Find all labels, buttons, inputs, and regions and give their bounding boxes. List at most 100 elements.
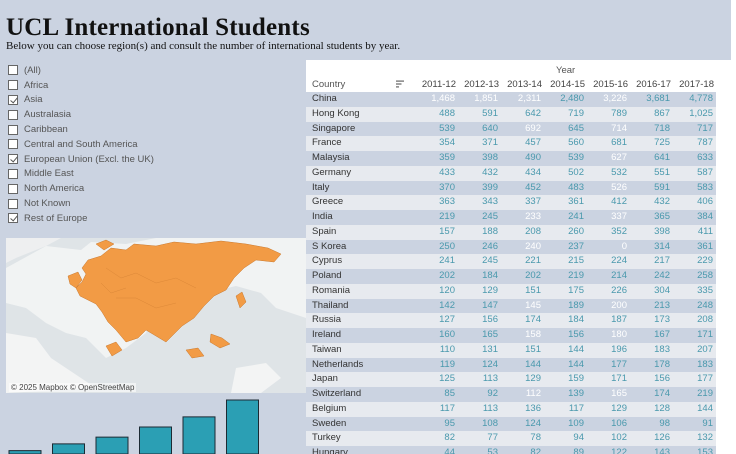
value-cell[interactable]: 645 <box>568 122 584 134</box>
year-bar[interactable] <box>226 399 259 454</box>
value-cell[interactable]: 200 <box>611 299 627 311</box>
value-cell[interactable]: 129 <box>525 373 541 385</box>
value-cell[interactable]: 145 <box>525 299 541 311</box>
year-bar[interactable] <box>8 450 42 454</box>
value-cell[interactable]: 136 <box>525 402 541 414</box>
value-cell[interactable]: 787 <box>697 137 713 149</box>
value-cell[interactable]: 171 <box>697 329 713 340</box>
value-cell[interactable]: 1,468 <box>431 93 455 104</box>
year-column-header[interactable]: 2011-12 <box>421 79 456 90</box>
value-cell[interactable]: 117 <box>439 402 455 414</box>
value-cell[interactable]: 412 <box>611 196 627 208</box>
value-cell[interactable]: 490 <box>525 152 541 163</box>
value-cell[interactable]: 82 <box>444 432 455 444</box>
value-cell[interactable]: 208 <box>697 314 713 326</box>
value-cell[interactable]: 109 <box>568 417 584 429</box>
value-cell[interactable]: 98 <box>659 417 670 429</box>
value-cell[interactable]: 160 <box>439 329 455 340</box>
region-map[interactable]: © 2025 Mapbox © OpenStreetMap <box>6 238 306 393</box>
year-column-header[interactable]: 2015-16 <box>593 79 628 90</box>
value-cell[interactable]: 352 <box>611 225 627 237</box>
value-cell[interactable]: 335 <box>697 284 713 296</box>
value-cell[interactable]: 532 <box>611 166 627 178</box>
value-cell[interactable]: 371 <box>482 137 498 149</box>
value-cell[interactable]: 156 <box>482 314 498 326</box>
value-cell[interactable]: 224 <box>611 255 627 267</box>
value-cell[interactable]: 250 <box>439 240 455 252</box>
region-filter-item[interactable]: (All) <box>8 63 154 78</box>
value-cell[interactable]: 789 <box>611 107 627 119</box>
map-canvas[interactable] <box>6 238 306 393</box>
region-checkbox[interactable] <box>8 168 18 179</box>
value-cell[interactable]: 132 <box>697 432 713 444</box>
value-cell[interactable]: 208 <box>525 225 541 237</box>
value-cell[interactable]: 242 <box>654 270 670 281</box>
value-cell[interactable]: 113 <box>482 373 498 385</box>
value-cell[interactable]: 147 <box>482 299 498 311</box>
value-cell[interactable]: 126 <box>654 432 670 444</box>
region-checkbox[interactable] <box>8 124 18 135</box>
value-cell[interactable]: 692 <box>525 122 541 134</box>
value-cell[interactable]: 85 <box>444 388 455 399</box>
value-cell[interactable]: 245 <box>482 211 498 222</box>
value-cell[interactable]: 159 <box>568 373 584 385</box>
value-cell[interactable]: 361 <box>568 196 584 208</box>
value-cell[interactable]: 241 <box>439 255 455 267</box>
value-cell[interactable]: 217 <box>654 255 670 267</box>
year-column-header[interactable]: 2017-18 <box>679 79 714 90</box>
year-column-header[interactable]: 2016-17 <box>636 79 671 90</box>
value-cell[interactable]: 143 <box>654 447 670 454</box>
region-filter-item[interactable]: Central and South America <box>8 137 154 152</box>
value-cell[interactable]: 110 <box>439 343 455 355</box>
value-cell[interactable]: 2,311 <box>517 93 541 104</box>
value-cell[interactable]: 717 <box>697 122 713 134</box>
value-cell[interactable]: 77 <box>487 432 498 444</box>
value-cell[interactable]: 633 <box>697 152 713 163</box>
value-cell[interactable]: 452 <box>525 181 541 193</box>
value-cell[interactable]: 128 <box>654 402 670 414</box>
value-cell[interactable]: 398 <box>482 152 498 163</box>
value-cell[interactable]: 314 <box>654 240 670 252</box>
value-cell[interactable]: 53 <box>487 447 498 454</box>
value-cell[interactable]: 95 <box>444 417 455 429</box>
value-cell[interactable]: 142 <box>439 299 455 311</box>
value-cell[interactable]: 488 <box>439 107 455 119</box>
value-cell[interactable]: 177 <box>697 373 713 385</box>
region-filter-item[interactable]: Asia <box>8 93 154 108</box>
year-bar[interactable] <box>139 426 172 454</box>
value-cell[interactable]: 113 <box>482 402 498 414</box>
value-cell[interactable]: 124 <box>525 417 541 429</box>
value-cell[interactable]: 44 <box>444 447 455 454</box>
value-cell[interactable]: 174 <box>654 388 670 399</box>
sort-icon[interactable] <box>395 79 405 89</box>
region-checkbox[interactable] <box>8 198 18 209</box>
value-cell[interactable]: 156 <box>654 373 670 385</box>
region-checkbox[interactable] <box>8 139 18 150</box>
value-cell[interactable]: 365 <box>654 211 670 222</box>
value-cell[interactable]: 165 <box>482 329 498 340</box>
value-cell[interactable]: 151 <box>525 284 541 296</box>
value-cell[interactable]: 175 <box>568 284 584 296</box>
value-cell[interactable]: 406 <box>697 196 713 208</box>
value-cell[interactable]: 131 <box>482 343 498 355</box>
value-cell[interactable]: 587 <box>697 166 713 178</box>
value-cell[interactable]: 433 <box>439 166 455 178</box>
value-cell[interactable]: 457 <box>525 137 541 149</box>
value-cell[interactable]: 91 <box>702 417 713 429</box>
value-cell[interactable]: 398 <box>654 225 670 237</box>
value-cell[interactable]: 718 <box>654 122 670 134</box>
value-cell[interactable]: 526 <box>611 181 627 193</box>
value-cell[interactable]: 219 <box>697 388 713 399</box>
value-cell[interactable]: 219 <box>568 270 584 281</box>
value-cell[interactable]: 248 <box>697 299 713 311</box>
value-cell[interactable]: 370 <box>439 181 455 193</box>
value-cell[interactable]: 354 <box>439 137 455 149</box>
region-checkbox[interactable] <box>8 65 18 76</box>
value-cell[interactable]: 102 <box>611 432 627 444</box>
value-cell[interactable]: 78 <box>530 432 541 444</box>
value-cell[interactable]: 213 <box>654 299 670 311</box>
year-column-header[interactable]: 2013-14 <box>507 79 542 90</box>
region-filter-item[interactable]: Middle East <box>8 167 154 182</box>
value-cell[interactable]: 144 <box>568 343 584 355</box>
value-cell[interactable]: 551 <box>654 166 670 178</box>
